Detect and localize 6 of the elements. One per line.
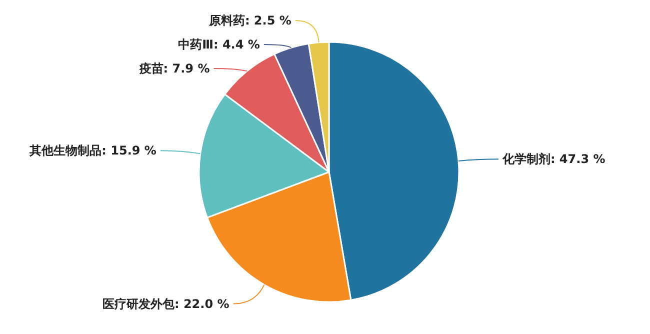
slice-label: 医疗研发外包: 22.0 % — [102, 296, 230, 311]
slice-label: 疫苗: 7.9 % — [138, 61, 210, 76]
slice-label: 中药Ⅲ: 4.4 % — [178, 37, 260, 52]
slice-label: 化学制剂: 47.3 % — [501, 152, 606, 166]
slice-label: 其他生物制品: 15.9 % — [28, 144, 156, 158]
slice-label: 原料药: 2.5 % — [208, 13, 292, 28]
